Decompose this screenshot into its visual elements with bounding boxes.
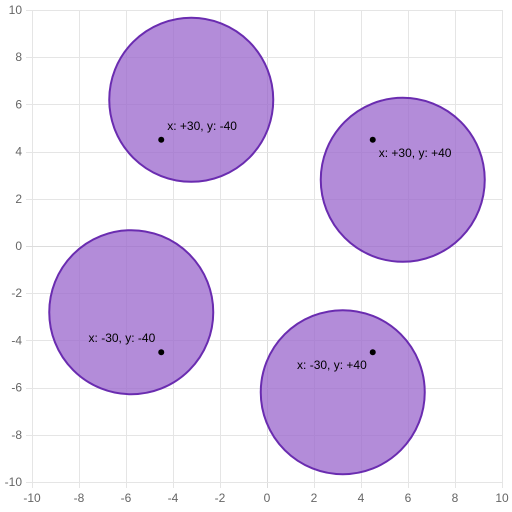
annotation-circle bbox=[48, 229, 215, 396]
y-axis-ticks: -10 -8 -6 -4 -2 0 2 4 6 8 10 bbox=[5, 3, 23, 489]
x-tick-label: 0 bbox=[264, 491, 271, 505]
y-tick-label: 10 bbox=[9, 3, 23, 17]
y-tick-label: 2 bbox=[15, 192, 22, 206]
y-tick-label: 6 bbox=[15, 97, 22, 111]
data-point bbox=[158, 136, 165, 143]
y-tick-label: -8 bbox=[11, 428, 22, 442]
y-tick-label: -10 bbox=[5, 475, 23, 489]
point-label: x: -30, y: +40 bbox=[297, 358, 367, 372]
x-tick-label: -2 bbox=[215, 491, 226, 505]
point-labels: x: +30, y: -40 x: +30, y: +40 x: -30, y: -… bbox=[89, 119, 452, 372]
x-tick-label: -10 bbox=[23, 491, 41, 505]
data-point bbox=[158, 349, 165, 356]
x-tick-label: -6 bbox=[121, 491, 132, 505]
annotation-circle bbox=[259, 309, 426, 476]
y-tick-label: 4 bbox=[15, 145, 22, 159]
y-tick-label: -6 bbox=[11, 381, 22, 395]
x-tick-label: 6 bbox=[405, 491, 412, 505]
x-tick-label: 2 bbox=[311, 491, 318, 505]
y-tick-label: 0 bbox=[15, 239, 22, 253]
x-tick-label: -4 bbox=[168, 491, 179, 505]
data-point bbox=[369, 136, 376, 143]
point-label: x: +30, y: -40 bbox=[167, 119, 237, 133]
y-tick-label: -2 bbox=[11, 286, 22, 300]
x-tick-label: 8 bbox=[452, 491, 459, 505]
y-tick-label: -4 bbox=[11, 333, 22, 347]
x-tick-label: 4 bbox=[358, 491, 365, 505]
annotation-circle bbox=[319, 96, 486, 263]
x-axis-ticks: -10 -8 -6 -4 -2 0 2 4 6 8 10 bbox=[23, 491, 509, 505]
point-label: x: -30, y: -40 bbox=[89, 331, 156, 345]
annotation-circle bbox=[108, 16, 275, 183]
annotation-circles bbox=[48, 16, 486, 476]
data-points bbox=[158, 136, 376, 356]
point-label: x: +30, y: +40 bbox=[379, 146, 452, 160]
x-tick-label: 10 bbox=[495, 491, 509, 505]
x-tick-label: -8 bbox=[74, 491, 85, 505]
y-tick-label: 8 bbox=[15, 50, 22, 64]
data-point bbox=[369, 349, 376, 356]
